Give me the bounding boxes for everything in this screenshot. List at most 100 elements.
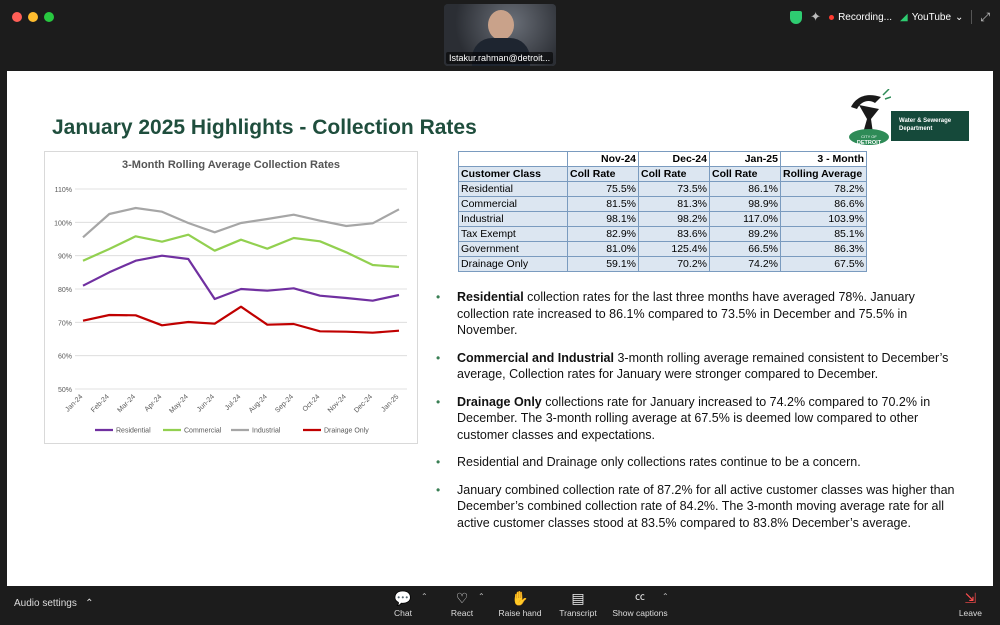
react-label: React: [450, 608, 474, 618]
audio-settings-button[interactable]: Audio settings ⌃: [14, 598, 94, 609]
bullet-bold: Residential: [457, 290, 524, 304]
leave-button[interactable]: ⇲ Leave: [959, 588, 982, 618]
bullet-bold: Commercial and Industrial: [457, 350, 614, 365]
livestream-indicator[interactable]: ◢ YouTube ⌄: [900, 12, 963, 23]
header-cell: Rolling Average: [780, 166, 867, 182]
bullet-text: Residential and Drainage only collection…: [457, 455, 861, 469]
show-captions-label: Show captions: [612, 608, 668, 618]
header-cell: [458, 151, 568, 167]
show-captions-button[interactable]: ㏄ Show captions: [610, 588, 670, 624]
chevron-up-icon[interactable]: ⌃: [421, 592, 428, 601]
x-tick-label: May-24: [168, 393, 190, 415]
leave-label: Leave: [958, 608, 982, 618]
chart-title: 3-Month Rolling Average Collection Rates: [122, 159, 340, 171]
legend-label: Commercial: [184, 428, 222, 435]
table-cell: 86.1%: [709, 181, 781, 197]
table-header-periods: Nov-24 Dec-24 Jan-25 3 - Month: [458, 151, 867, 167]
table-row: Industrial 98.1% 98.2% 117.0% 103.9%: [458, 211, 867, 227]
livestream-label: YouTube: [911, 11, 951, 23]
table-cell: Drainage Only: [458, 256, 568, 272]
header-cell: Coll Rate: [709, 166, 781, 182]
table-cell: 67.5%: [780, 256, 867, 272]
hand-icon: ✋: [511, 590, 529, 606]
raise-hand-button[interactable]: ✋ Raise hand: [497, 588, 543, 624]
header-cell: Jan-25: [709, 151, 781, 167]
heart-icon: ♡: [455, 590, 469, 606]
recording-dot-icon: [829, 14, 835, 20]
cc-icon: ㏄: [635, 592, 645, 603]
series-line-drainage-only: [82, 305, 400, 334]
header-cell: 3 - Month: [780, 151, 867, 167]
bullet-icon: •: [436, 290, 441, 304]
y-tick-label: 80%: [58, 287, 72, 294]
table-cell: Residential: [458, 181, 568, 197]
table-row: Commercial 81.5% 81.3% 98.9% 86.6%: [458, 196, 867, 212]
sparkle-icon[interactable]: ✦: [810, 9, 822, 24]
fullscreen-window-button[interactable]: [44, 12, 54, 22]
logo-city-name: DETROIT: [857, 140, 882, 146]
x-tick-label: Oct-24: [302, 393, 322, 413]
logo-line1: Water & Sewerage: [899, 118, 952, 124]
logo-city-text: CITY OF: [861, 134, 877, 139]
minimize-window-button[interactable]: [28, 12, 38, 22]
header-cell: Coll Rate: [567, 166, 639, 182]
chevron-up-icon[interactable]: ⌃: [79, 598, 94, 609]
x-tick-label: Feb-24: [90, 393, 111, 414]
recording-indicator[interactable]: Recording...: [829, 12, 892, 23]
chevron-up-icon[interactable]: ⌃: [478, 592, 485, 601]
chevron-up-icon[interactable]: ⌃: [662, 592, 669, 601]
series-line-industrial: [82, 206, 400, 239]
chat-label: Chat: [394, 608, 412, 618]
highlights-list: • Residential collection rates for the l…: [433, 289, 961, 542]
transcript-button[interactable]: ▤ Transcript: [556, 588, 600, 624]
x-tick-label: Jan-24: [64, 393, 84, 413]
header-cell: Coll Rate: [638, 166, 710, 182]
participant-head: [488, 10, 514, 40]
table-cell: 78.2%: [780, 181, 867, 197]
table-header-labels: Customer Class Coll Rate Coll Rate Coll …: [458, 166, 867, 182]
react-button[interactable]: ♡ React: [447, 588, 477, 624]
expand-icon[interactable]: ⤢: [980, 9, 990, 24]
participant-video-tile[interactable]: Istakur.rahman@detroit...: [444, 4, 556, 66]
transcript-label: Transcript: [559, 608, 597, 618]
bullet-text: January combined collection rate of 87.2…: [457, 482, 955, 530]
table-cell: 86.3%: [780, 241, 867, 257]
x-tick-label: Sep-24: [274, 393, 295, 414]
table-cell: Commercial: [458, 196, 568, 212]
x-tick-label: Dec-24: [353, 393, 374, 414]
y-tick-label: 60%: [58, 354, 72, 361]
y-tick-label: 50%: [58, 387, 72, 394]
table-cell: 125.4%: [638, 241, 710, 257]
slide-title: January 2025 Highlights - Collection Rat…: [52, 116, 477, 139]
x-tick-label: Mar-24: [116, 393, 137, 414]
list-item: • Residential collection rates for the l…: [433, 289, 961, 339]
table-cell: Government: [458, 241, 568, 257]
status-bar: ✦ Recording... ◢ YouTube ⌄ ⤢: [790, 8, 990, 26]
table-cell: 86.6%: [780, 196, 867, 212]
line-chart: 50% 60% 70% 80% 90% 100% 110% Jan-24 Feb-24 Mar-2…: [44, 151, 418, 444]
table-row: Drainage Only 59.1% 70.2% 74.2% 67.5%: [458, 256, 867, 272]
table-cell: 81.5%: [567, 196, 639, 212]
shield-icon[interactable]: [790, 10, 803, 24]
table-cell: 70.2%: [638, 256, 710, 272]
table-cell: 98.2%: [638, 211, 710, 227]
x-tick-label: Apr-24: [144, 393, 164, 413]
table-cell: 81.0%: [567, 241, 639, 257]
legend-label: Industrial: [252, 428, 281, 435]
y-tick-label: 100%: [54, 220, 72, 227]
series-line-commercial: [82, 233, 400, 269]
bullet-icon: •: [436, 350, 441, 365]
list-item: • Commercial and Industrial 3-month roll…: [433, 350, 961, 383]
close-window-button[interactable]: [12, 12, 22, 22]
x-tick-label: Aug-24: [248, 393, 269, 414]
legend-label: Drainage Only: [324, 428, 369, 435]
chat-button[interactable]: 💬 Chat: [390, 588, 416, 624]
bullet-text: collections rate for January increased t…: [457, 394, 931, 442]
y-tick-label: 70%: [58, 320, 72, 327]
participant-name: Istakur.rahman@detroit...: [446, 52, 554, 64]
table-cell: 103.9%: [780, 211, 867, 227]
header-cell: Dec-24: [638, 151, 710, 167]
table-row: Government 81.0% 125.4% 66.5% 86.3%: [458, 241, 867, 257]
table-cell: Industrial: [458, 211, 568, 227]
bullet-text: 3-month rolling average remained consist…: [457, 350, 949, 382]
